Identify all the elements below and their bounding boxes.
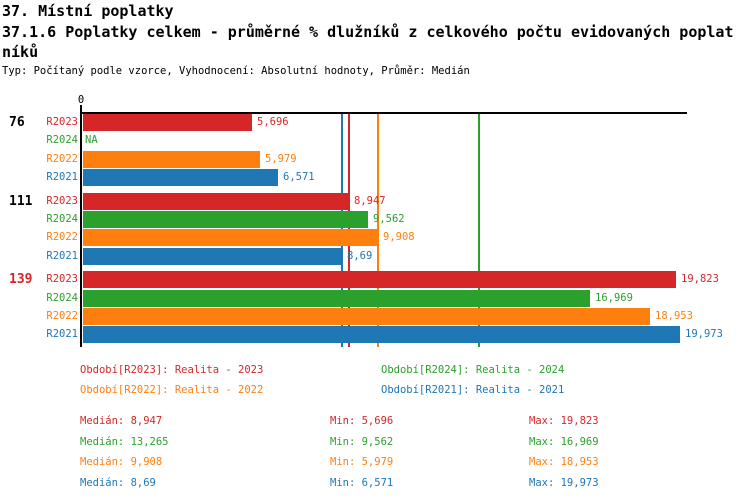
stat-median-r2023: Medián: 8,947 [80, 415, 163, 427]
stat-max-r2023: Max: 19,823 [529, 415, 599, 427]
row-label-r2023: R2023 [46, 116, 78, 128]
row-label-r2024: R2024 [46, 291, 78, 304]
bar-value-label-76-r2024: NA [85, 134, 98, 147]
stat-min-r2021: Min: 6,571 [330, 477, 394, 489]
x-axis-line [80, 112, 687, 114]
report-indicator-title-line1: 37.1.6 Poplatky celkem - průměrné % dluž… [2, 23, 734, 41]
bar-76-r2023 [83, 114, 252, 131]
stat-max-r2024: Max: 16,969 [529, 436, 599, 448]
bar-139-r2022 [83, 308, 650, 325]
stat-max-r2021: Max: 19,973 [529, 477, 599, 489]
stat-median-r2022: Medián: 9,908 [80, 456, 163, 468]
bar-139-r2024 [83, 289, 590, 307]
bar-value-label-139-r2021: 19,973 [685, 328, 723, 341]
bar-value-label-111-r2022: 9,908 [383, 231, 415, 244]
bar-value-label-139-r2024: 16,969 [595, 291, 633, 304]
legend-item-r2022: Období[R2022]: Realita - 2022 [80, 384, 264, 396]
bar-139-r2023 [83, 271, 676, 289]
median-line-r2024 [477, 112, 480, 347]
median-line-r2022 [377, 112, 380, 347]
row-label-r2024: R2024 [46, 134, 78, 147]
row-label-r2021: R2021 [46, 249, 78, 262]
row-label-r2024: R2024 [46, 213, 78, 225]
bar-value-label-111-r2021: 8,69 [347, 249, 373, 262]
bar-value-label-139-r2023: 19,823 [681, 273, 719, 286]
row-label-r2021: R2021 [46, 171, 78, 184]
bar-value-label-111-r2023: 8,947 [354, 194, 386, 207]
bar-chart: 0 76 R2023 5,696 R2024 NA R2022 5,979 R2021 6,571… [9, 94, 723, 347]
group-label-111: 111 [9, 193, 33, 209]
group-label-139: 139 [9, 272, 33, 288]
bar-111-r2023 [83, 192, 349, 210]
bar-111-r2022 [83, 229, 378, 247]
report-indicator-title-line2: níků [2, 43, 39, 61]
row-label-r2022: R2022 [46, 310, 78, 322]
row-label-r2023: R2023 [46, 194, 78, 207]
bar-111-r2021 [83, 247, 342, 265]
bar-value-label-76-r2022: 5,979 [265, 152, 297, 165]
stat-max-r2022: Max: 18,953 [529, 456, 599, 468]
y-axis-line [80, 105, 82, 347]
bar-value-label-139-r2022: 18,953 [655, 310, 693, 322]
legend-item-r2024: Období[R2024]: Realita - 2024 [381, 364, 565, 376]
row-label-r2022: R2022 [46, 231, 78, 244]
bar-76-r2021 [83, 169, 278, 187]
legend-item-r2021: Období[R2021]: Realita - 2021 [381, 384, 565, 396]
legend-item-r2023: Období[R2023]: Realita - 2023 [80, 364, 264, 376]
stat-min-r2024: Min: 9,562 [330, 436, 394, 448]
bar-value-label-76-r2021: 6,571 [283, 171, 315, 184]
report-section-title: 37. Místní poplatky [2, 2, 174, 20]
row-label-r2023: R2023 [46, 273, 78, 286]
bar-111-r2024 [83, 211, 368, 228]
stat-median-r2024: Medián: 13,265 [80, 436, 169, 448]
row-label-r2021: R2021 [46, 328, 78, 341]
stat-median-r2021: Medián: 8,69 [80, 477, 156, 489]
stat-min-r2023: Min: 5,696 [330, 415, 394, 427]
report-meta-line: Typ: Počítaný podle vzorce, Vyhodnocení:… [2, 65, 470, 77]
bar-76-r2022 [83, 150, 260, 168]
bar-value-label-111-r2024: 9,562 [373, 213, 405, 225]
row-label-r2022: R2022 [46, 152, 78, 165]
stat-min-r2022: Min: 5,979 [330, 456, 394, 468]
x-axis-zero-tick-label: 0 [77, 94, 85, 106]
bar-value-label-76-r2023: 5,696 [257, 116, 289, 128]
group-label-76: 76 [9, 115, 25, 130]
bar-139-r2021 [83, 326, 680, 344]
